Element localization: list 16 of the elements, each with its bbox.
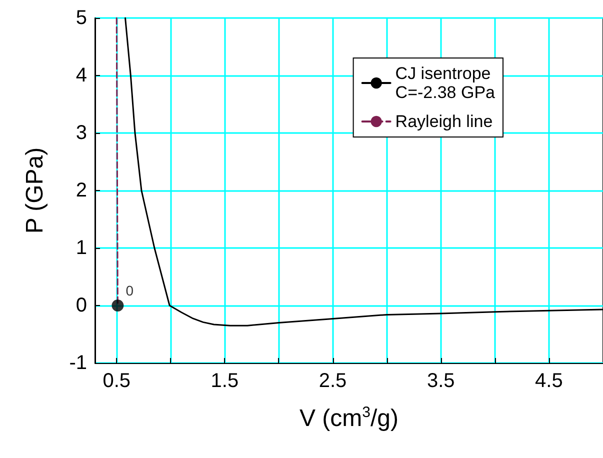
y-tick-label: 2 — [76, 180, 87, 202]
y-tick-label: 1 — [76, 237, 87, 259]
x-tick-label: 3.5 — [426, 370, 455, 392]
annotation: 0 — [126, 282, 134, 298]
legend-label: CJ isentrope C=-2.38 GPa — [395, 64, 496, 102]
y-tick-label: -1 — [69, 352, 87, 374]
x-tick-label: 0.5 — [102, 370, 131, 392]
y-axis-title: P (GPa) — [22, 147, 48, 234]
y-tick-label: 4 — [76, 64, 87, 86]
y-tick-label: 0 — [76, 294, 87, 316]
x-tick-label: 4.5 — [535, 370, 563, 392]
x-tick-label: 1.5 — [210, 370, 239, 392]
y-tick-label: 5 — [76, 7, 87, 29]
legend-label: Rayleigh line — [395, 112, 493, 131]
y-tick-label: 3 — [76, 122, 87, 144]
x-tick-label: 2.5 — [318, 370, 347, 392]
